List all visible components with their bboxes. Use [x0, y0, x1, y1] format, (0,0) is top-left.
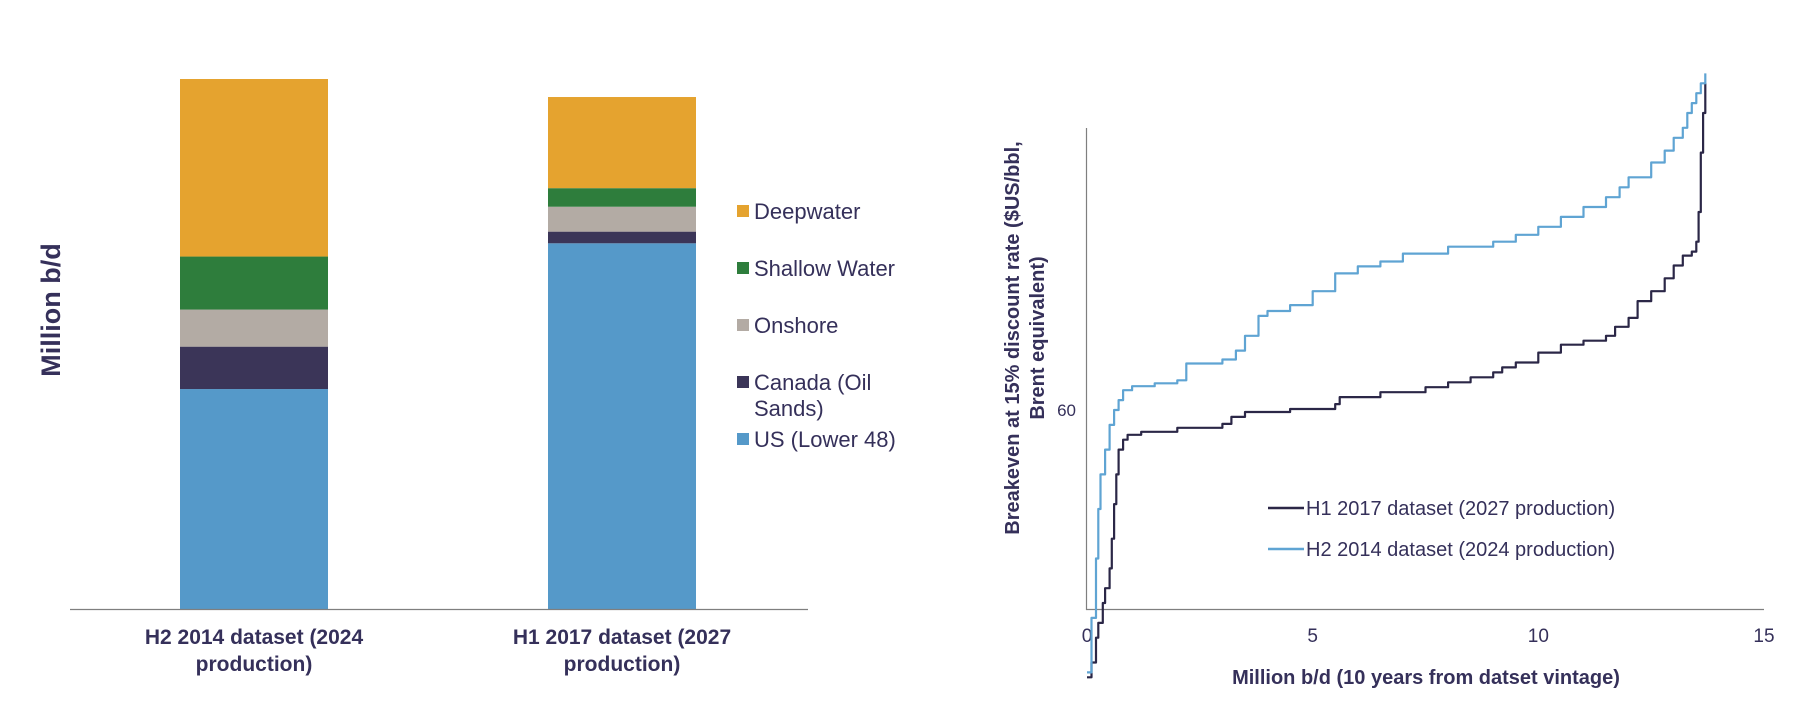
line-chart-series	[1087, 73, 1707, 679]
legend-label-shallow-water: Shallow Water	[754, 256, 895, 281]
series-line-h2-2014-dataset-2024-production	[1087, 73, 1707, 674]
bar-segment-deepwater-2	[548, 97, 696, 189]
line-chart-x-axis-label: Million b/d (10 years from datset vintag…	[1232, 667, 1620, 689]
bar-segment-onshore-1	[180, 309, 328, 347]
legend-label-onshore: Onshore	[754, 313, 838, 338]
bar-segment-shallow-water-2	[548, 188, 696, 207]
bar-chart-y-axis-label: Million b/d	[36, 243, 66, 376]
bar-segment-shallow-water-1	[180, 256, 328, 310]
x-tick-label: 15	[1753, 626, 1774, 647]
bar-segment-onshore-2	[548, 206, 696, 232]
bar-category-label: H1 2017 dataset (2027	[513, 626, 731, 649]
x-tick-label: 5	[1307, 626, 1318, 647]
legend-label-h1-2017-dataset-2027-production: H1 2017 dataset (2027 production)	[1306, 498, 1615, 520]
legend-swatch-onshore	[737, 319, 749, 331]
bar-category-label: H2 2014 dataset (2024	[145, 626, 364, 649]
x-tick-label: 0	[1082, 626, 1093, 647]
line-chart-y-axis-label: Breakeven at 15% discount rate ($US/bbl,…	[1002, 141, 1049, 534]
series-line-h1-2017-dataset-2027-production	[1087, 83, 1707, 679]
line-chart-legend: H1 2017 dataset (2027 production) H2 2014…	[1268, 498, 1615, 561]
legend-swatch-shallow-water	[737, 262, 749, 274]
bar-segment-deepwater-1	[180, 79, 328, 257]
legend-label-deepwater: Deepwater	[754, 199, 860, 224]
line-chart-ticks: 0 5 10 15 60	[1057, 401, 1774, 647]
legend-label-us-lower-48: US (Lower 48)	[754, 427, 896, 452]
bar-category-label: production)	[564, 653, 681, 676]
legend-swatch-deepwater	[737, 205, 749, 217]
bar-segment-canada-oil-sands-2	[548, 231, 696, 244]
stacked-bar-chart: Million b/d H2 2014 dataset (2024 product…	[36, 79, 896, 676]
x-tick-label: 10	[1528, 626, 1549, 647]
y-tick-label: 60	[1057, 401, 1076, 420]
legend-label-h2-2014-dataset-2024-production: H2 2014 dataset (2024 production)	[1306, 539, 1615, 561]
bar-category-label: production)	[196, 653, 313, 676]
legend-swatch-canada-oil-sands	[737, 376, 749, 388]
legend-label-canada-oil-sands: Sands)	[754, 396, 824, 421]
breakeven-line-chart: Breakeven at 15% discount rate ($US/bbl,…	[1002, 73, 1775, 689]
bar-chart-category-labels: H2 2014 dataset (2024 production) H1 2017 …	[145, 626, 731, 676]
bar-plot-area	[180, 79, 696, 610]
legend-label-canada-oil-sands: Canada (Oil	[754, 370, 871, 395]
y-axis-label-text: Breakeven at 15% discount rate ($US/bbl,…	[1002, 141, 1049, 534]
bar-segment-us-lower-48-2	[548, 243, 696, 610]
bar-chart-legend: Deepwater Shallow Water Onshore Canada (Oil…	[737, 199, 896, 452]
legend-swatch-us-lower-48	[737, 433, 749, 445]
bar-segment-canada-oil-sands-1	[180, 346, 328, 390]
bar-segment-us-lower-48-1	[180, 389, 328, 609]
